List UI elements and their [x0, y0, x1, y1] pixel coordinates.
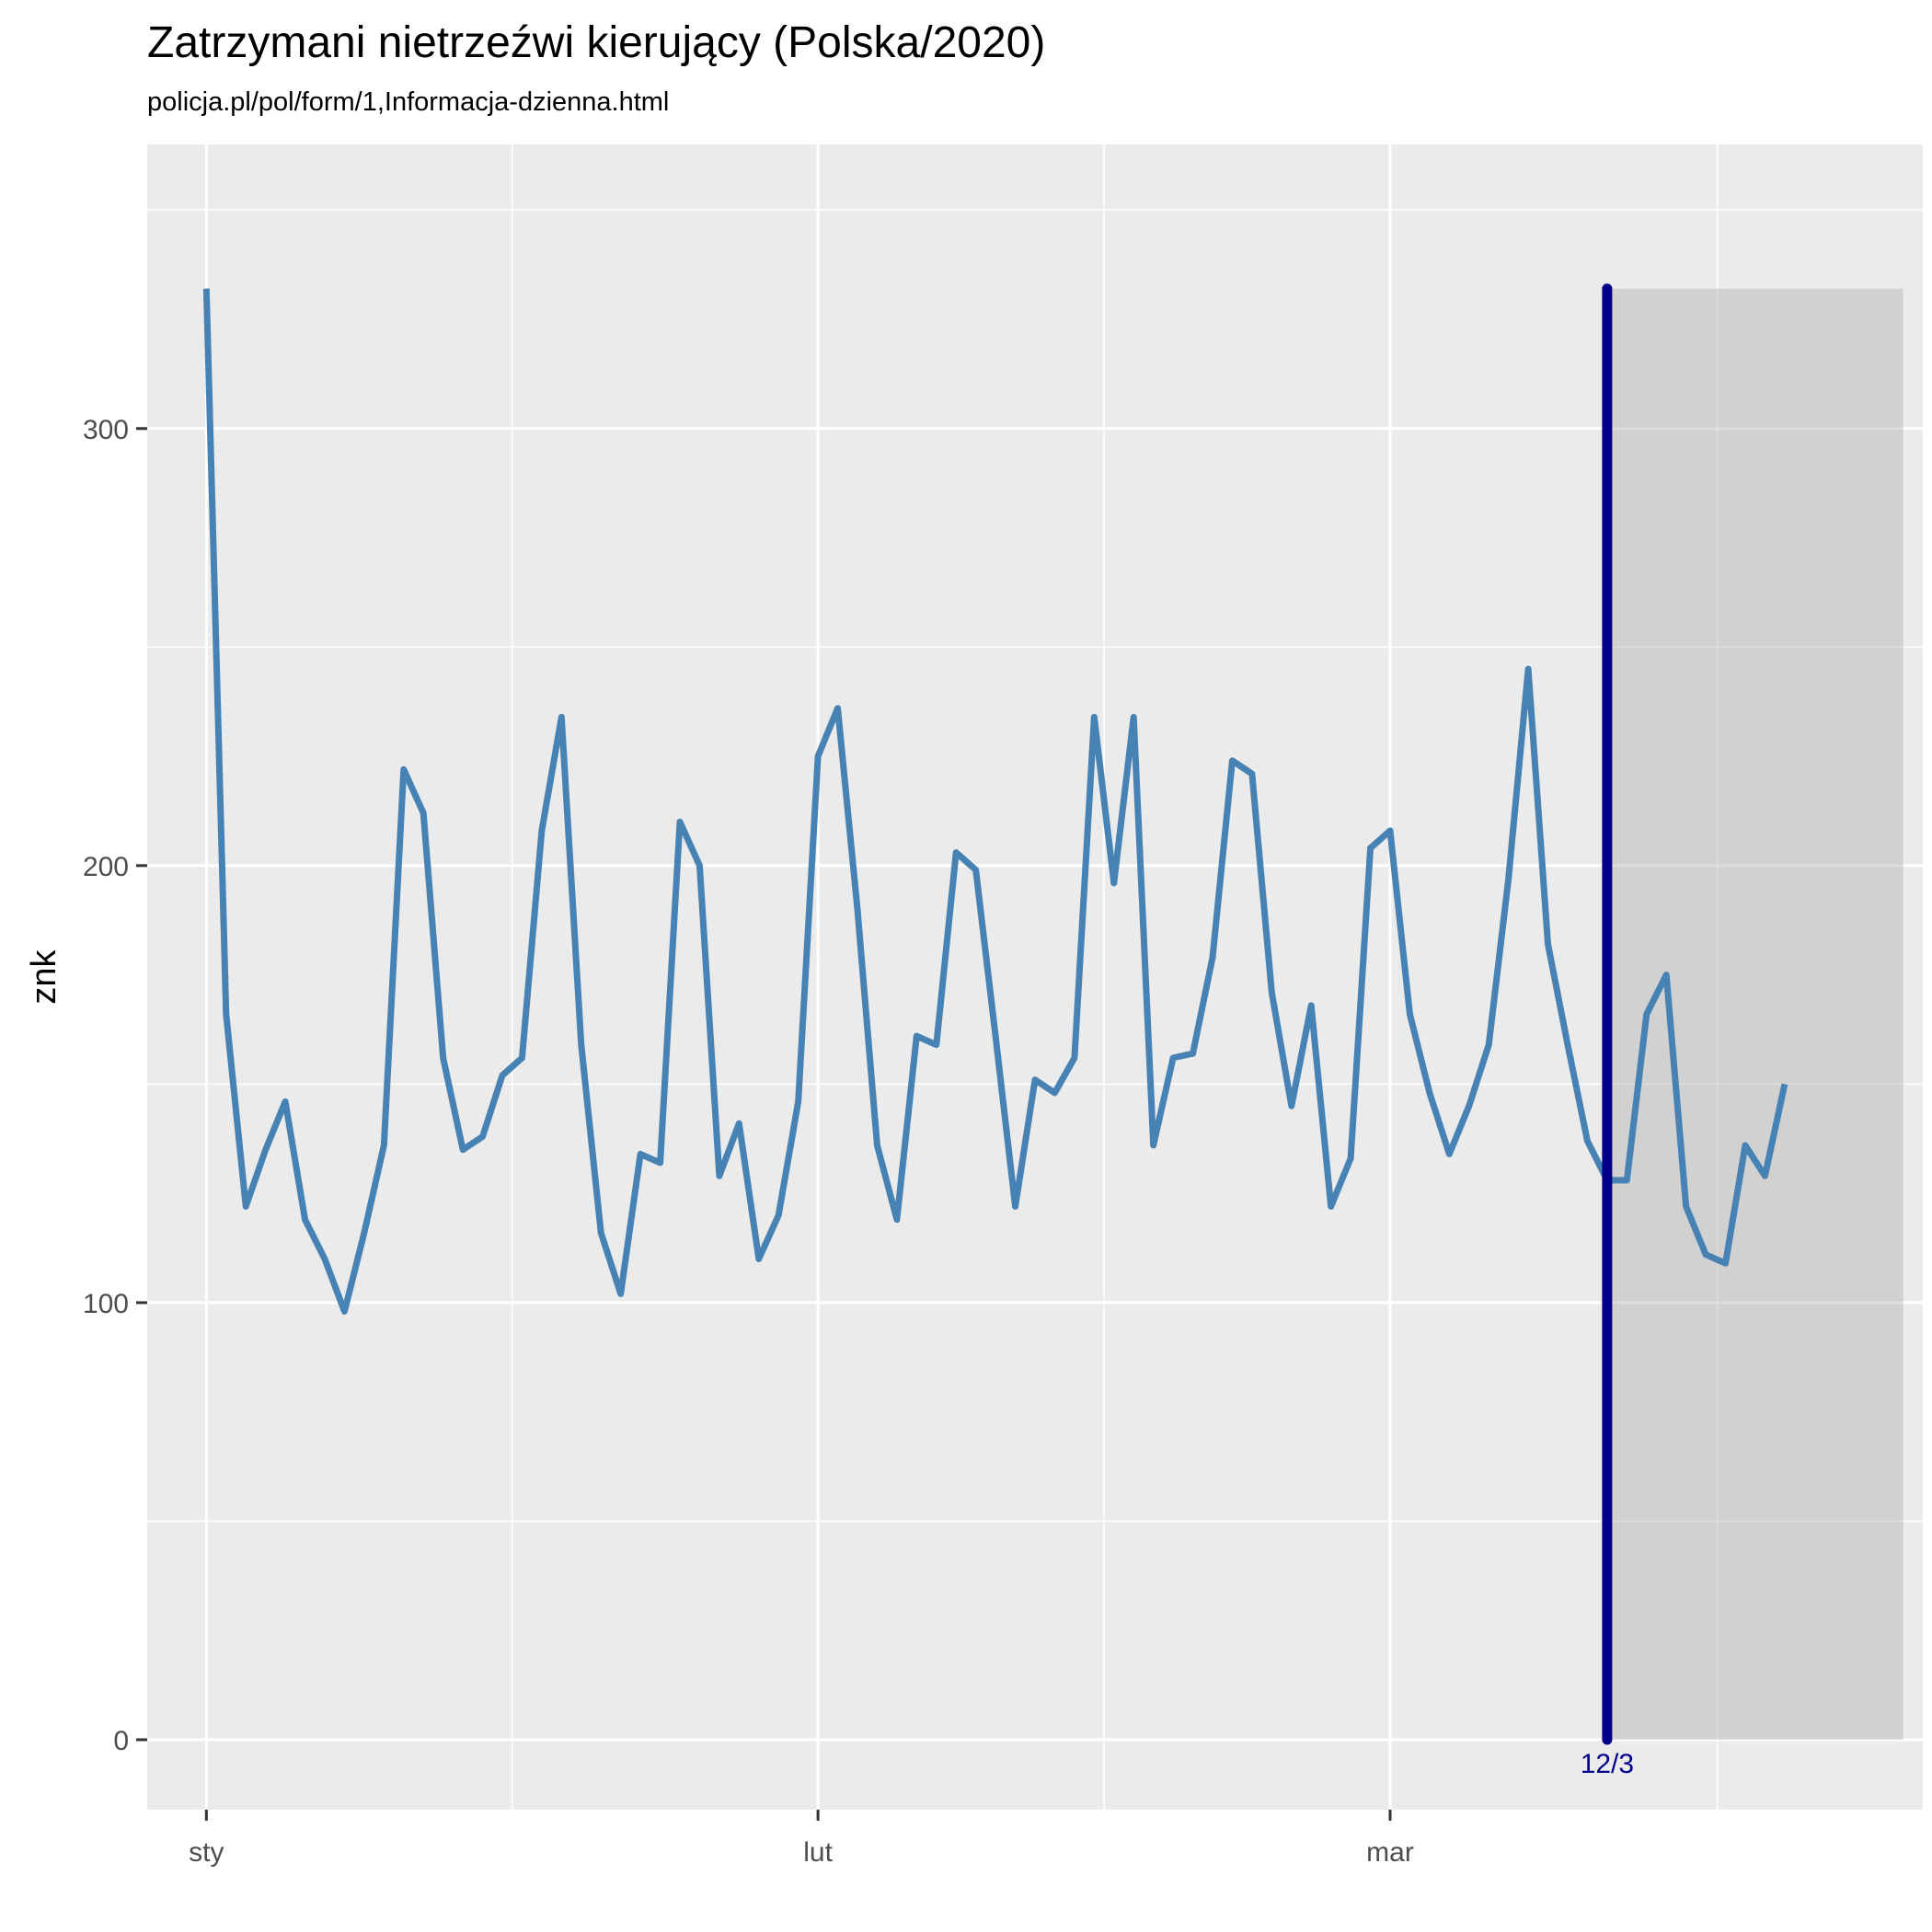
x-axis: sty lut mar	[189, 1810, 1414, 1868]
chart-subtitle: policja.pl/pol/form/1,Informacja-dzienna…	[147, 87, 669, 117]
y-tick-label: 100	[83, 1289, 129, 1319]
plot-panel	[147, 144, 1923, 1810]
chart-title: Zatrzymani nietrzeźwi kierujący (Polska/…	[147, 18, 1045, 67]
y-tick-label: 200	[83, 852, 129, 882]
y-axis: 0 100 200 300	[83, 415, 147, 1756]
marker-label: 12/3	[1581, 1749, 1634, 1779]
y-axis-title: znk	[25, 949, 63, 1004]
y-tick-label: 0	[113, 1726, 129, 1756]
grid-major	[147, 144, 1923, 1810]
x-tick-label: mar	[1366, 1837, 1414, 1868]
y-tick-label: 300	[83, 415, 129, 445]
x-tick-label: sty	[189, 1837, 224, 1868]
x-tick-label: lut	[803, 1837, 833, 1868]
shaded-region	[1606, 288, 1903, 1740]
series-line	[202, 288, 1788, 1315]
